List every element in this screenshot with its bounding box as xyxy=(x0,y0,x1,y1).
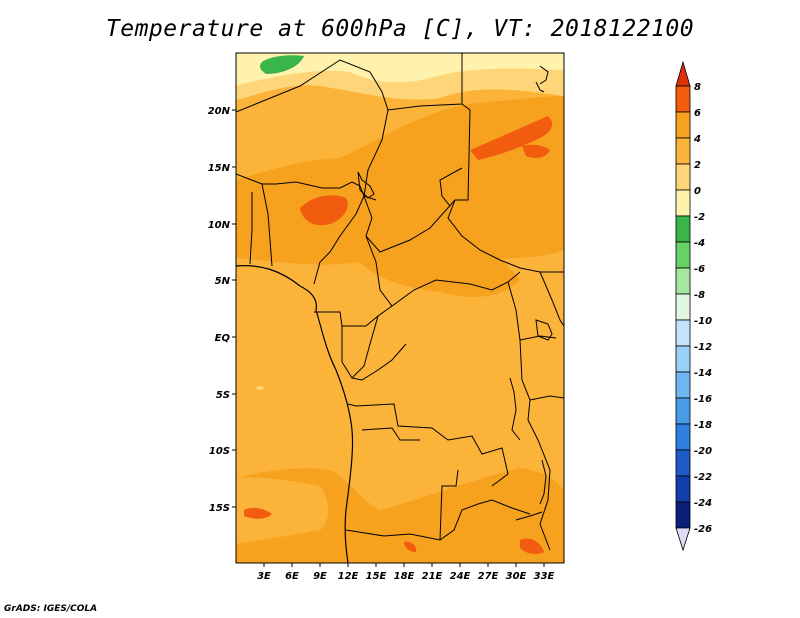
lon-label-9e: 9E xyxy=(313,571,327,582)
colorbar-segment xyxy=(675,293,691,321)
colorbar-segment xyxy=(675,267,691,295)
colorbar-segment xyxy=(675,241,691,269)
colorbar-label: -14 xyxy=(694,368,712,379)
colorbar-segment xyxy=(675,85,691,113)
lon-label-18e: 18E xyxy=(394,571,415,582)
country-borders xyxy=(236,53,564,563)
lat-label-eq: EQ xyxy=(215,333,231,344)
colorbar-segment xyxy=(675,397,691,425)
lon-label-27e: 27E xyxy=(478,571,499,582)
colorbar-segment xyxy=(675,371,691,399)
colorbar-segment xyxy=(675,319,691,347)
lat-label-20n: 20N xyxy=(208,106,231,117)
lat-label-10n: 10N xyxy=(208,220,231,231)
colorbar-label: 4 xyxy=(693,134,701,145)
colorbar-label: -16 xyxy=(694,394,712,405)
lon-label-6e: 6E xyxy=(285,571,299,582)
lon-label-3e: 3E xyxy=(257,571,271,582)
colorbar-segment xyxy=(675,137,691,165)
lat-label-5s: 5S xyxy=(216,390,230,401)
lon-label-12e: 12E xyxy=(338,571,359,582)
lat-label-15n: 15N xyxy=(208,163,231,174)
lat-label-10s: 10S xyxy=(209,446,230,457)
latitude-axis: 20N 15N 10N 5N EQ 5S 10S 15S xyxy=(208,106,236,514)
longitude-axis: 3E 6E 9E 12E 15E 18E 21E 24E 27E 30E 33E xyxy=(257,563,555,582)
credit-text: GrADS: IGES/COLA xyxy=(4,604,98,614)
lon-label-15e: 15E xyxy=(366,571,387,582)
colorbar-segment xyxy=(675,111,691,139)
colorbar-segment xyxy=(675,501,691,529)
colorbar-label: -26 xyxy=(694,524,712,535)
colorbar-label: -10 xyxy=(694,316,712,327)
lon-label-30e: 30E xyxy=(506,571,527,582)
colorbar-label: 0 xyxy=(694,186,701,197)
colorbar-label: -18 xyxy=(694,420,712,431)
colorbar-top-triangle xyxy=(675,60,691,87)
lat-label-5n: 5N xyxy=(215,276,231,287)
colorbar-label: 8 xyxy=(694,82,701,93)
colorbar-bottom-triangle xyxy=(675,527,691,552)
colorbar-segment xyxy=(675,345,691,373)
colorbar-segment xyxy=(675,475,691,503)
colorbar-label: -20 xyxy=(694,446,712,457)
map-title: Temperature at 600hPa [C], VT: 201812210… xyxy=(105,16,695,42)
colorbar-label: -22 xyxy=(694,472,712,483)
colorbar-segment xyxy=(675,449,691,477)
colorbar-label: -8 xyxy=(694,290,705,301)
temperature-field xyxy=(236,53,564,563)
colorbar-label: -6 xyxy=(694,264,705,275)
colorbar: 8 6 4 2 0 -2 -4 -6 -8 -10 -12 -14 -16 -18 -20 -22 -24 -26 xyxy=(675,60,712,552)
lat-label-15s: 15S xyxy=(209,503,230,514)
lon-label-21e: 21E xyxy=(422,571,443,582)
colorbar-label: 6 xyxy=(694,108,701,119)
lon-label-33e: 33E xyxy=(534,571,555,582)
colorbar-label: -24 xyxy=(694,498,712,509)
lon-label-24e: 24E xyxy=(450,571,471,582)
colorbar-label: -2 xyxy=(694,212,705,223)
colorbar-segment xyxy=(675,423,691,451)
colorbar-segment xyxy=(675,163,691,191)
colorbar-segment xyxy=(675,215,691,243)
colorbar-label: -4 xyxy=(694,238,705,249)
map-frame xyxy=(235,52,565,564)
colorbar-segment xyxy=(675,189,691,217)
colorbar-label: -12 xyxy=(694,342,712,353)
colorbar-label: 2 xyxy=(694,160,701,171)
